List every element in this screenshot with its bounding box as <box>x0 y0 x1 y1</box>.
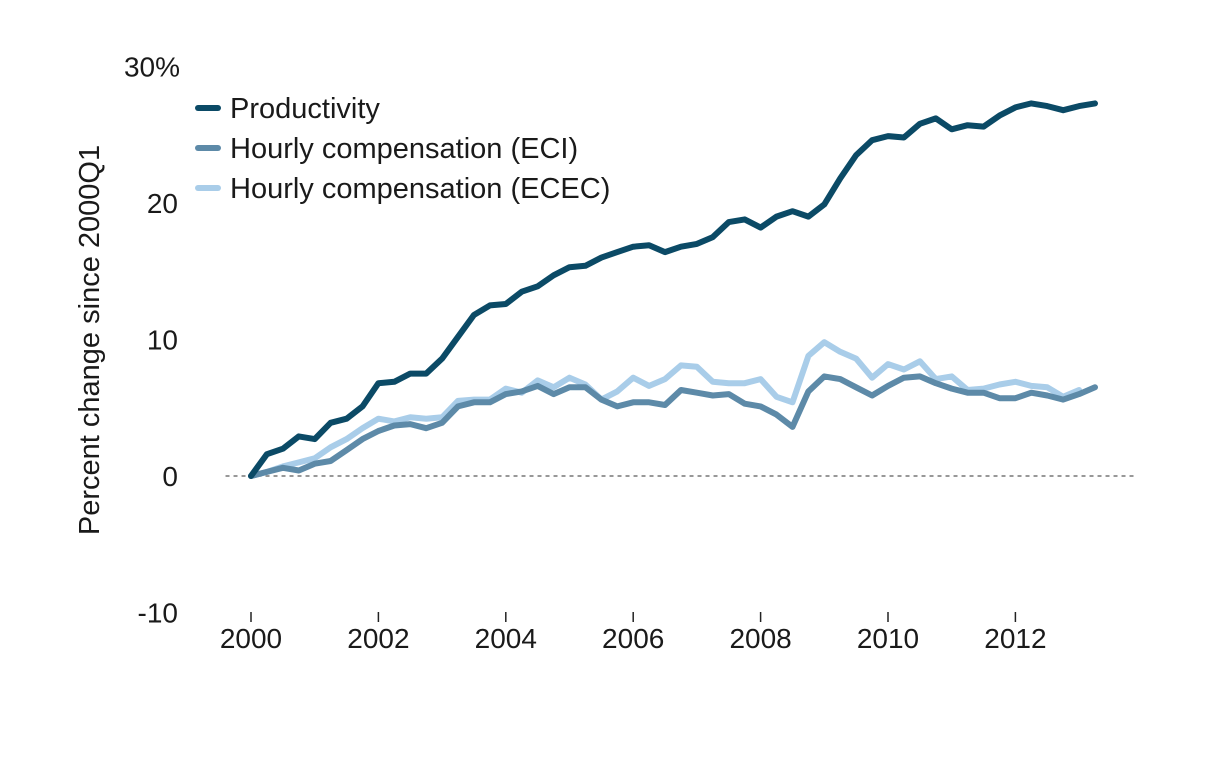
x-tick-label: 2004 <box>475 623 537 654</box>
series-line-hourly-compensation-eci <box>248 373 1098 479</box>
x-tick-label: 2008 <box>729 623 791 654</box>
legend-label: Hourly compensation (ECEC) <box>230 173 610 205</box>
series-line-hourly-compensation-ecec <box>248 339 1083 479</box>
y-tick-label: -10 <box>138 598 178 629</box>
x-tick-label: 2000 <box>220 623 282 654</box>
x-axis: 2000 2002 2004 2006 2008 2010 2012 <box>220 612 1047 654</box>
y-axis-title: Percent change since 2000Q1 <box>74 145 106 535</box>
x-tick-label: 2006 <box>602 623 664 654</box>
series-line-productivity <box>248 100 1098 479</box>
legend-label: Productivity <box>230 93 380 125</box>
y-tick-label: 10 <box>147 325 178 356</box>
y-axis: 30% 20 10 0 -10 <box>124 52 180 629</box>
series-lines <box>248 100 1098 479</box>
y-tick-label: 0 <box>162 461 178 492</box>
legend: Productivity Hourly compensation (ECI) Hou… <box>195 93 610 205</box>
legend-label: Hourly compensation (ECI) <box>230 133 578 165</box>
x-tick-label: 2002 <box>347 623 409 654</box>
x-tick-label: 2012 <box>984 623 1046 654</box>
x-tick-label: 2010 <box>857 623 919 654</box>
y-tick-label: 30% <box>124 52 180 83</box>
y-tick-label: 20 <box>147 188 178 219</box>
